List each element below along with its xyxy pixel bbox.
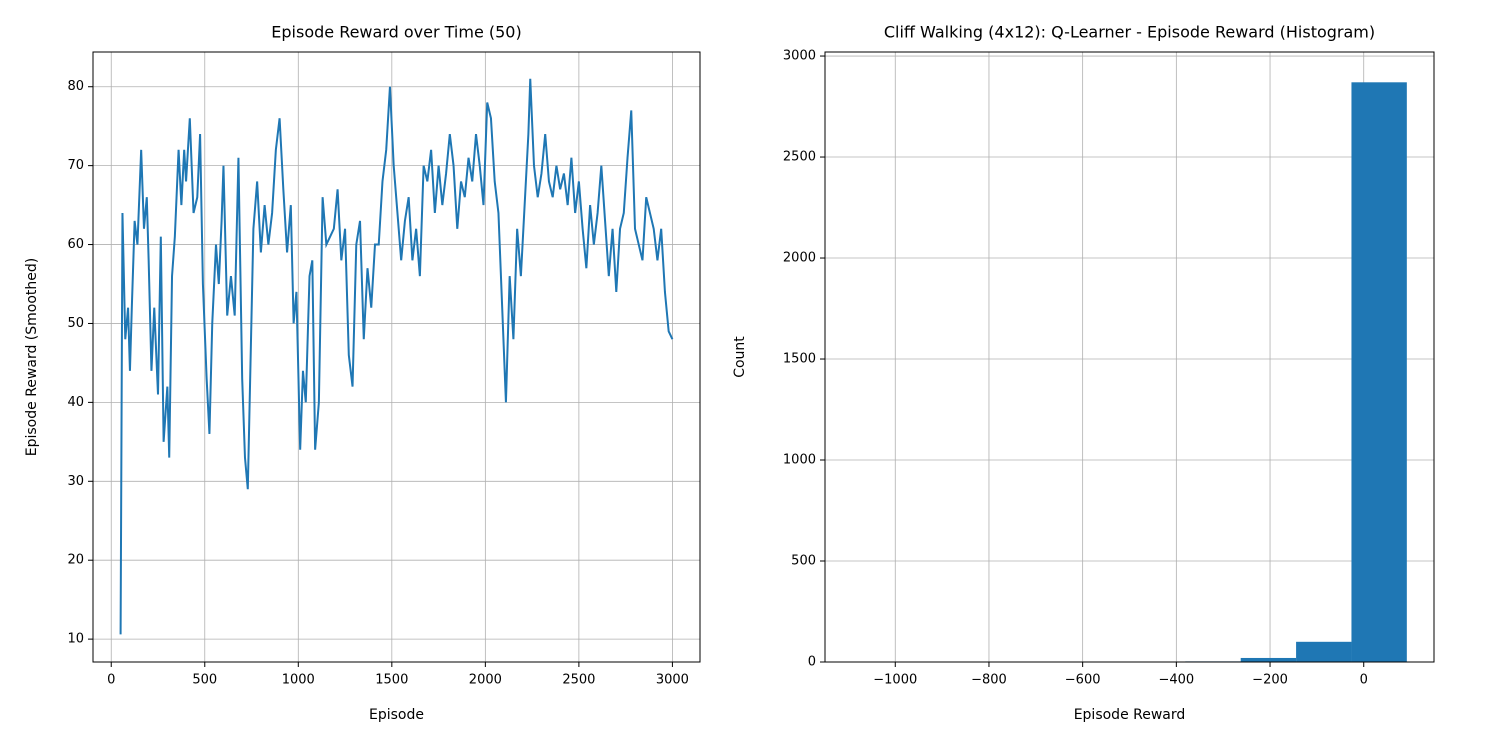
x-tick-label: 2000 (469, 673, 502, 688)
x-tick-label: 1000 (282, 673, 315, 688)
chart-title: Cliff Walking (4x12): Q-Learner - Episod… (884, 23, 1375, 42)
y-tick-label: 50 (67, 316, 84, 331)
x-tick-label: −400 (1158, 673, 1194, 688)
y-tick-label: 80 (67, 79, 84, 94)
histogram-bar (1296, 641, 1352, 662)
x-tick-label: −600 (1065, 673, 1101, 688)
line-series (119, 78, 674, 635)
x-axis-label: Episode Reward (1074, 707, 1186, 723)
y-tick-label: 60 (67, 237, 84, 252)
y-tick-label: 70 (67, 158, 84, 173)
y-axis-label: Count (732, 336, 748, 378)
x-tick-label: 0 (1360, 673, 1368, 688)
y-tick-label: 2500 (783, 150, 816, 165)
y-tick-label: 1000 (783, 453, 816, 468)
y-tick-label: 10 (67, 632, 84, 647)
y-axis-label: Episode Reward (Smoothed) (24, 258, 40, 456)
x-axis-label: Episode (369, 707, 424, 723)
histogram-bar (1240, 657, 1297, 662)
x-tick-label: −1000 (873, 673, 917, 688)
histogram-bar (1351, 82, 1407, 662)
x-tick-label: −200 (1252, 673, 1288, 688)
x-tick-label: 1500 (375, 673, 408, 688)
x-tick-label: 500 (192, 673, 217, 688)
y-tick-label: 1500 (783, 352, 816, 367)
axes-frame (824, 51, 1435, 663)
y-tick-label: 40 (67, 395, 84, 410)
x-tick-label: 2500 (562, 673, 595, 688)
y-tick-label: 3000 (783, 49, 816, 64)
y-tick-label: 30 (67, 474, 84, 489)
x-tick-label: −800 (971, 673, 1007, 688)
y-tick-label: 2000 (783, 251, 816, 266)
y-tick-label: 20 (67, 553, 84, 568)
x-tick-label: 3000 (656, 673, 689, 688)
axes-frame (92, 51, 701, 663)
x-tick-label: 0 (107, 673, 115, 688)
y-tick-label: 500 (791, 554, 816, 569)
y-tick-label: 0 (808, 655, 816, 670)
chart-title: Episode Reward over Time (50) (271, 23, 521, 42)
